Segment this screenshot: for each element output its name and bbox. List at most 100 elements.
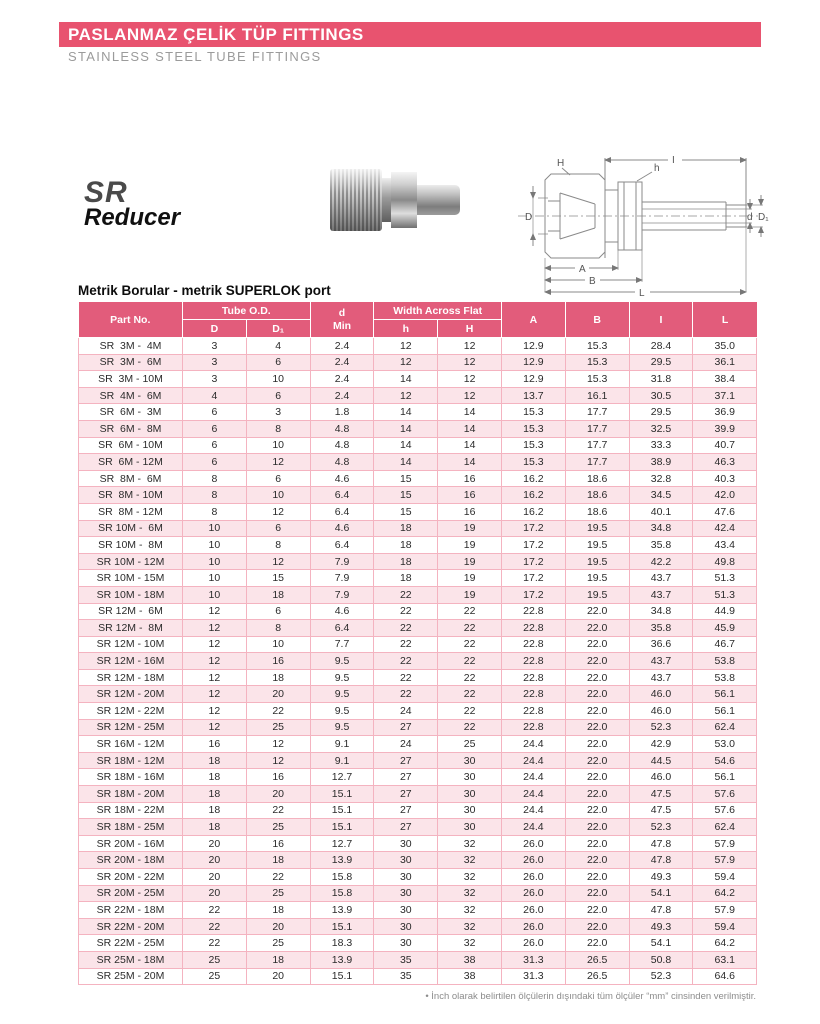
- value-cell: 12.7: [309, 768, 375, 787]
- value-cell: 22.8: [500, 652, 566, 670]
- value-cell: 12: [245, 735, 311, 753]
- table-row: SR 8M - 6M 8 6 4.6 15 16 16.2 18.6 32.8 40.3: [78, 469, 758, 488]
- table-row: SR 10M - 18M 10 18 7.9 22 19 17.2 19.5 43.7 51.3: [78, 585, 758, 604]
- dim-label-A: A: [579, 264, 586, 275]
- value-cell: 40.1: [628, 502, 694, 521]
- col-header-L: L: [692, 302, 757, 338]
- table-row: SR 12M - 8M 12 8 6.4 22 22 22.8 22.0 35.8 45.9: [78, 619, 758, 637]
- value-cell: 8: [182, 502, 247, 521]
- value-cell: 35.0: [692, 337, 758, 355]
- value-cell: 12: [373, 386, 439, 405]
- table-row: SR 20M - 18M 20 18 13.9 30 32 26.0 22.0 47.8 57.9: [78, 851, 758, 869]
- value-cell: 3: [182, 337, 247, 355]
- value-cell: 15.1: [309, 917, 375, 936]
- value-cell: 22.0: [564, 884, 630, 903]
- value-cell: 14: [373, 370, 439, 388]
- value-cell: 18: [245, 950, 311, 969]
- part-no-cell: SR 18M - 22M: [78, 801, 183, 820]
- value-cell: 57.6: [692, 801, 758, 820]
- value-cell: 47.5: [628, 785, 694, 803]
- part-no-cell: SR 12M - 16M: [78, 652, 183, 670]
- col-header-d-min-line1: d: [338, 307, 346, 320]
- value-cell: 13.9: [309, 851, 375, 869]
- value-cell: 59.4: [692, 917, 758, 936]
- value-cell: 9.5: [309, 668, 375, 687]
- value-cell: 40.7: [692, 436, 758, 455]
- value-cell: 12.9: [500, 337, 566, 355]
- table-row: SR 3M - 4M 3 4 2.4 12 12 12.9 15.3 28.4 35.0: [78, 337, 758, 355]
- value-cell: 18: [182, 801, 247, 820]
- value-cell: 18.3: [309, 934, 375, 952]
- value-cell: 27: [373, 801, 439, 820]
- value-cell: 3: [245, 403, 311, 421]
- value-cell: 47.8: [628, 901, 694, 919]
- part-no-cell: SR 10M - 6M: [78, 519, 183, 538]
- value-cell: 22.0: [564, 619, 630, 637]
- table-row: SR 8M - 12M 8 12 6.4 15 16 16.2 18.6 40.1 47.6: [78, 502, 758, 521]
- value-cell: 15: [373, 469, 439, 488]
- col-header-A: A: [500, 302, 566, 338]
- value-cell: 38.4: [692, 370, 758, 388]
- col-header-part-no: Part No.: [78, 302, 183, 338]
- value-cell: 49.8: [692, 552, 758, 571]
- value-cell: 22.0: [564, 602, 630, 621]
- value-cell: 15: [373, 502, 439, 521]
- table-row: SR 20M - 25M 20 25 15.8 30 32 26.0 22.0 54.1 64.2: [78, 884, 758, 903]
- value-cell: 20: [245, 917, 311, 936]
- part-no-cell: SR 12M - 18M: [78, 668, 183, 687]
- value-cell: 33.3: [628, 436, 694, 455]
- part-no-cell: SR 20M - 25M: [78, 884, 183, 903]
- photo-hex-nut: [391, 172, 417, 228]
- value-cell: 7.9: [309, 552, 375, 571]
- value-cell: 12: [245, 453, 311, 471]
- value-cell: 22.8: [500, 702, 566, 720]
- dim-label-D1: D₁: [758, 212, 769, 223]
- value-cell: 14: [373, 419, 439, 438]
- table-row: SR 10M - 8M 10 8 6.4 18 19 17.2 19.5 35.8 43.4: [78, 536, 758, 554]
- value-cell: 35: [373, 950, 439, 969]
- value-cell: 42.2: [628, 552, 694, 571]
- value-cell: 47.8: [628, 851, 694, 869]
- value-cell: 34.8: [628, 602, 694, 621]
- value-cell: 15.3: [500, 436, 566, 455]
- value-cell: 22: [245, 868, 311, 886]
- value-cell: 6.4: [309, 619, 375, 637]
- value-cell: 15.1: [309, 818, 375, 836]
- value-cell: 25: [245, 718, 311, 737]
- value-cell: 26.0: [500, 868, 566, 886]
- table-row: SR 25M - 18M 25 18 13.9 35 38 31.3 26.5 50.8 63.1: [78, 950, 758, 969]
- value-cell: 46.0: [628, 685, 694, 704]
- value-cell: 22.0: [564, 768, 630, 787]
- value-cell: 15.8: [309, 868, 375, 886]
- value-cell: 32: [437, 868, 502, 886]
- value-cell: 15.3: [500, 419, 566, 438]
- value-cell: 18.6: [564, 502, 630, 521]
- value-cell: 9.5: [309, 702, 375, 720]
- value-cell: 9.5: [309, 685, 375, 704]
- value-cell: 12.9: [500, 370, 566, 388]
- value-cell: 22.0: [564, 917, 630, 936]
- part-no-cell: SR 18M - 16M: [78, 768, 183, 787]
- value-cell: 22: [373, 602, 439, 621]
- value-cell: 12: [182, 619, 247, 637]
- part-no-cell: SR 12M - 20M: [78, 685, 183, 704]
- value-cell: 22.0: [564, 785, 630, 803]
- value-cell: 64.2: [692, 884, 758, 903]
- value-cell: 18: [373, 552, 439, 571]
- value-cell: 3: [182, 370, 247, 388]
- part-no-cell: SR 12M - 8M: [78, 619, 183, 637]
- value-cell: 12: [245, 552, 311, 571]
- value-cell: 25: [245, 884, 311, 903]
- value-cell: 63.1: [692, 950, 758, 969]
- value-cell: 39.9: [692, 419, 758, 438]
- value-cell: 30: [437, 801, 502, 820]
- value-cell: 4.6: [309, 602, 375, 621]
- value-cell: 30: [373, 917, 439, 936]
- value-cell: 14: [373, 453, 439, 471]
- table-row: SR 12M - 18M 12 18 9.5 22 22 22.8 22.0 43.7 53.8: [78, 668, 758, 687]
- product-name: Reducer: [84, 204, 181, 231]
- part-no-cell: SR 18M - 12M: [78, 751, 183, 770]
- value-cell: 30: [373, 901, 439, 919]
- value-cell: 12: [373, 337, 439, 355]
- value-cell: 22: [182, 934, 247, 952]
